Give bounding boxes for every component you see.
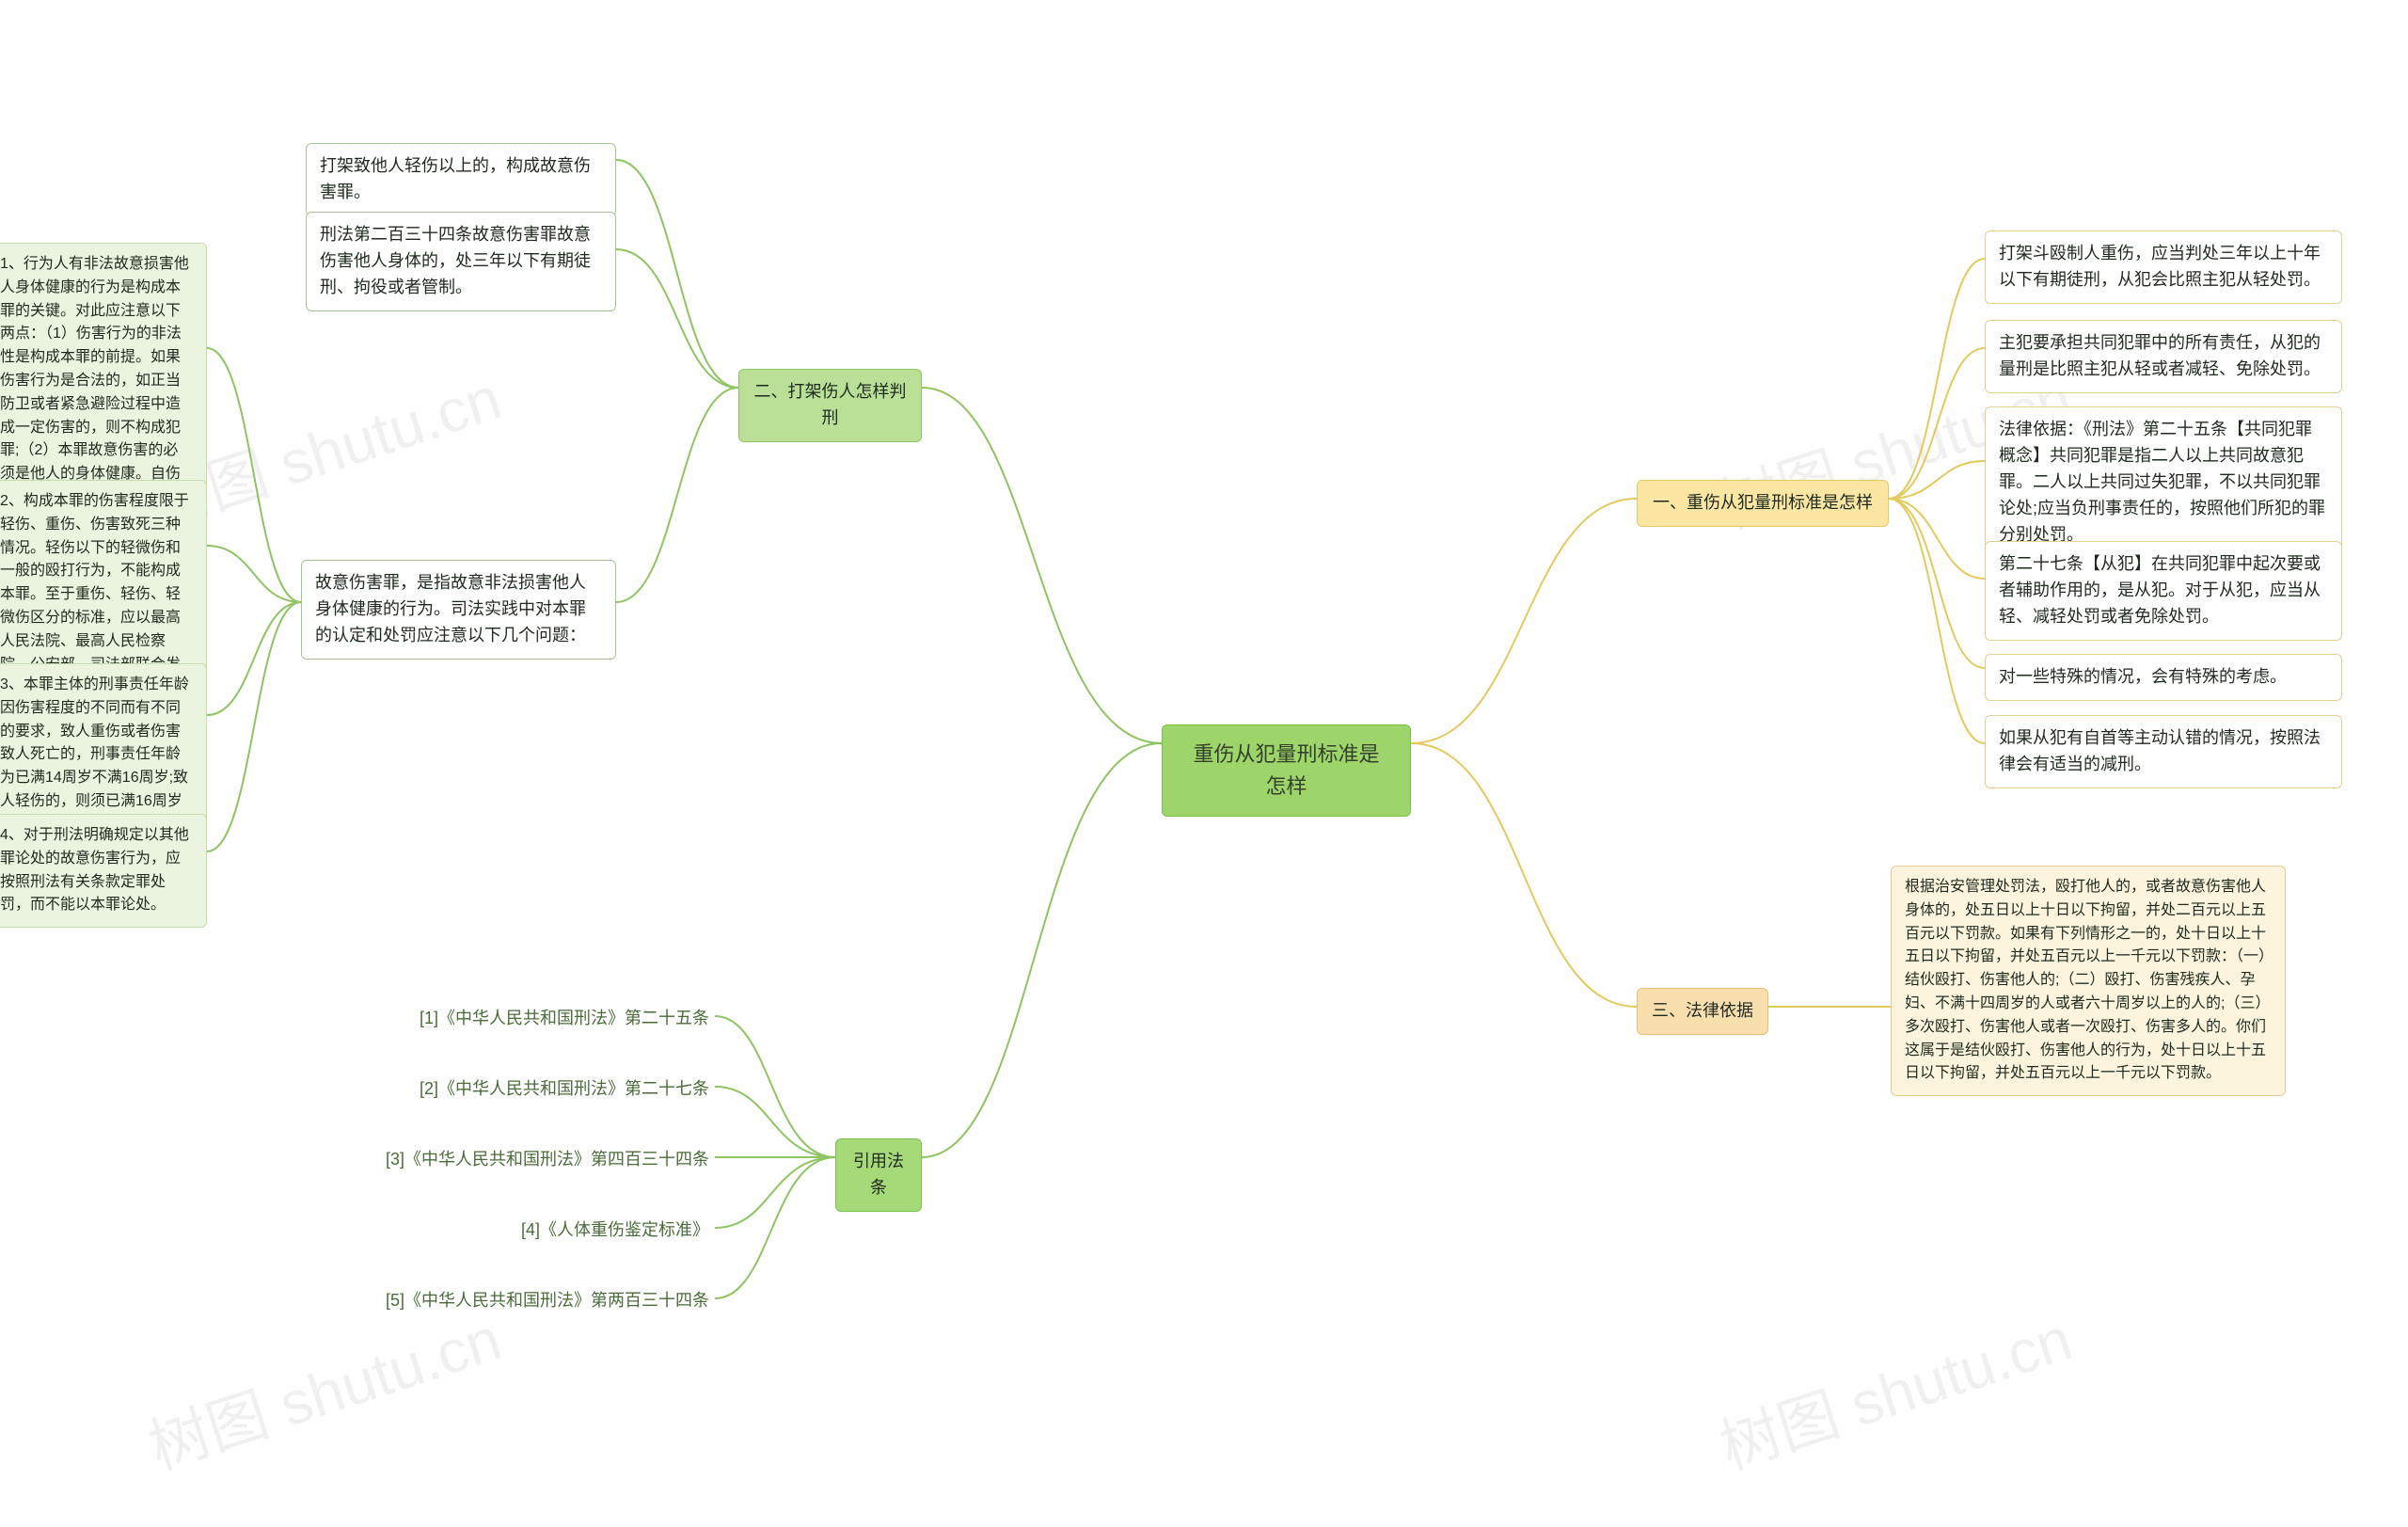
leaf-r1-3: 法律依据：《刑法》第二十五条【共同犯罪概念】共同犯罪是指二人以上共同故意犯罪。二… <box>1985 406 2342 558</box>
branch-refs: 引用法条 <box>835 1138 922 1212</box>
branch-left-2: 二、打架伤人怎样判刑 <box>738 369 922 442</box>
leaf-l2-c4: 4、对于刑法明确规定以其他罪论处的故意伤害行为，应按照刑法有关条款定罪处罚，而不… <box>0 814 207 928</box>
ref-item-4: [4]《人体重伤鉴定标准》 <box>499 1214 715 1248</box>
ref-item-5: [5]《中华人民共和国刑法》第两百三十四条 <box>367 1284 715 1318</box>
ref-item-3: [3]《中华人民共和国刑法》第四百三十四条 <box>367 1143 715 1177</box>
leaf-l2-upper-2: 刑法第二百三十四条故意伤害罪故意伤害他人身体的，处三年以下有期徒刑、拘役或者管制… <box>306 212 616 311</box>
root-node: 重伤从犯量刑标准是怎样 <box>1162 724 1411 817</box>
leaf-r1-5: 对一些特殊的情况，会有特殊的考虑。 <box>1985 654 2342 701</box>
branch-right-1: 一、重伤从犯量刑标准是怎样 <box>1637 480 1889 527</box>
leaf-l2-upper-1: 打架致他人轻伤以上的，构成故意伤害罪。 <box>306 143 616 216</box>
watermark: 树图 shutu.cn <box>1707 1291 2081 1486</box>
leaf-r1-2: 主犯要承担共同犯罪中的所有责任，从犯的量刑是比照主犯从轻或者减轻、免除处罚。 <box>1985 320 2342 393</box>
leaf-r1-1: 打架斗殴制人重伤，应当判处三年以上十年以下有期徒刑，从犯会比照主犯从轻处罚。 <box>1985 231 2342 304</box>
leaf-r3-1: 根据治安管理处罚法，殴打他人的，或者故意伤害他人身体的，处五日以上十日以下拘留，… <box>1891 866 2286 1096</box>
branch-right-3: 三、法律依据 <box>1637 988 1768 1035</box>
leaf-r1-4: 第二十七条【从犯】在共同犯罪中起次要或者辅助作用的，是从犯。对于从犯，应当从轻、… <box>1985 541 2342 641</box>
ref-item-2: [2]《中华人民共和国刑法》第二十七条 <box>404 1073 715 1106</box>
leaf-r1-6: 如果从犯有自首等主动认错的情况，按照法律会有适当的减刑。 <box>1985 715 2342 788</box>
watermark: 树图 shutu.cn <box>136 1291 510 1486</box>
ref-item-1: [1]《中华人民共和国刑法》第二十五条 <box>404 1002 715 1036</box>
leaf-l2-middle: 故意伤害罪，是指故意非法损害他人身体健康的行为。司法实践中对本罪的认定和处罚应注… <box>301 560 616 660</box>
